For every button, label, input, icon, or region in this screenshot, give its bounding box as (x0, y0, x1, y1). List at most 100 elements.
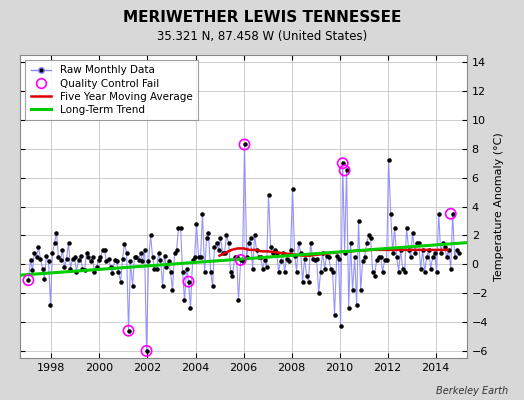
Point (28, 267, 37, 273)
Point (64, 240, 73, 246)
Point (341, 250, 349, 256)
Point (150, 266, 159, 272)
Point (155, 250, 163, 256)
Point (385, 157, 393, 164)
Point (264, 192, 272, 198)
Point (232, 254, 241, 260)
Point (172, 247, 181, 253)
Point (116, 278, 125, 285)
Point (248, 266, 257, 272)
Point (90, 268, 99, 275)
Point (258, 266, 267, 272)
Point (231, 254, 239, 260)
Point (120, 241, 128, 247)
Point (236, 257, 245, 263)
Point (419, 247, 427, 253)
Point (138, 258, 147, 265)
Point (130, 254, 139, 260)
Point (72, 268, 81, 275)
Point (392, 254, 401, 260)
Point (429, 254, 437, 260)
Point (178, 268, 187, 275)
Point (135, 257, 143, 263)
Point (209, 283, 217, 289)
Point (288, 186, 297, 192)
Point (322, 252, 331, 259)
Point (420, 268, 429, 275)
Point (102, 258, 111, 265)
Text: MERIWETHER LEWIS TENNESSEE: MERIWETHER LEWIS TENNESSEE (123, 10, 401, 25)
Point (48, 250, 57, 256)
Point (334, 255, 343, 262)
Point (402, 225, 411, 232)
Point (84, 254, 93, 260)
Point (106, 264, 115, 270)
Point (104, 255, 113, 262)
Point (100, 247, 108, 253)
Point (287, 247, 295, 253)
Point (407, 254, 415, 260)
Point (160, 252, 169, 259)
Point (118, 255, 127, 262)
Point (358, 258, 367, 265)
Point (201, 268, 209, 275)
Point (187, 304, 195, 311)
Point (427, 266, 435, 272)
Point (143, 348, 151, 354)
Point (414, 240, 423, 246)
Point (148, 254, 157, 260)
Point (310, 257, 319, 263)
Point (40, 276, 49, 282)
Point (324, 254, 333, 260)
Point (368, 268, 377, 275)
Point (365, 232, 373, 239)
Point (330, 312, 339, 318)
Point (42, 252, 51, 259)
Point (363, 240, 371, 246)
Point (165, 258, 173, 265)
Point (212, 240, 221, 246)
Point (432, 268, 441, 275)
Point (307, 240, 315, 246)
Point (412, 240, 421, 246)
Point (256, 254, 265, 260)
Point (123, 250, 131, 256)
Point (431, 250, 439, 256)
Point (30, 250, 39, 256)
Point (194, 254, 203, 260)
Point (243, 254, 251, 260)
Point (124, 328, 133, 334)
Point (348, 287, 357, 294)
Point (206, 268, 215, 275)
Point (140, 247, 149, 253)
Point (50, 240, 59, 246)
Point (285, 258, 293, 265)
Point (446, 210, 455, 217)
Point (314, 290, 323, 296)
Point (388, 250, 397, 256)
Point (399, 266, 407, 272)
Point (354, 218, 363, 224)
Point (36, 255, 45, 262)
Point (69, 255, 77, 262)
Point (250, 232, 259, 239)
Point (26, 257, 35, 263)
Point (272, 250, 281, 256)
Point (216, 235, 225, 242)
Point (184, 278, 193, 285)
Point (275, 268, 283, 275)
Point (114, 268, 123, 275)
Point (128, 283, 137, 289)
Point (294, 240, 303, 246)
Point (329, 268, 337, 275)
Point (312, 255, 321, 262)
Point (180, 297, 189, 304)
Point (222, 232, 231, 239)
Point (241, 141, 249, 148)
Point (346, 240, 355, 246)
Point (424, 247, 433, 253)
Point (453, 247, 461, 253)
Point (390, 225, 399, 232)
Point (344, 304, 353, 311)
Point (146, 232, 155, 239)
